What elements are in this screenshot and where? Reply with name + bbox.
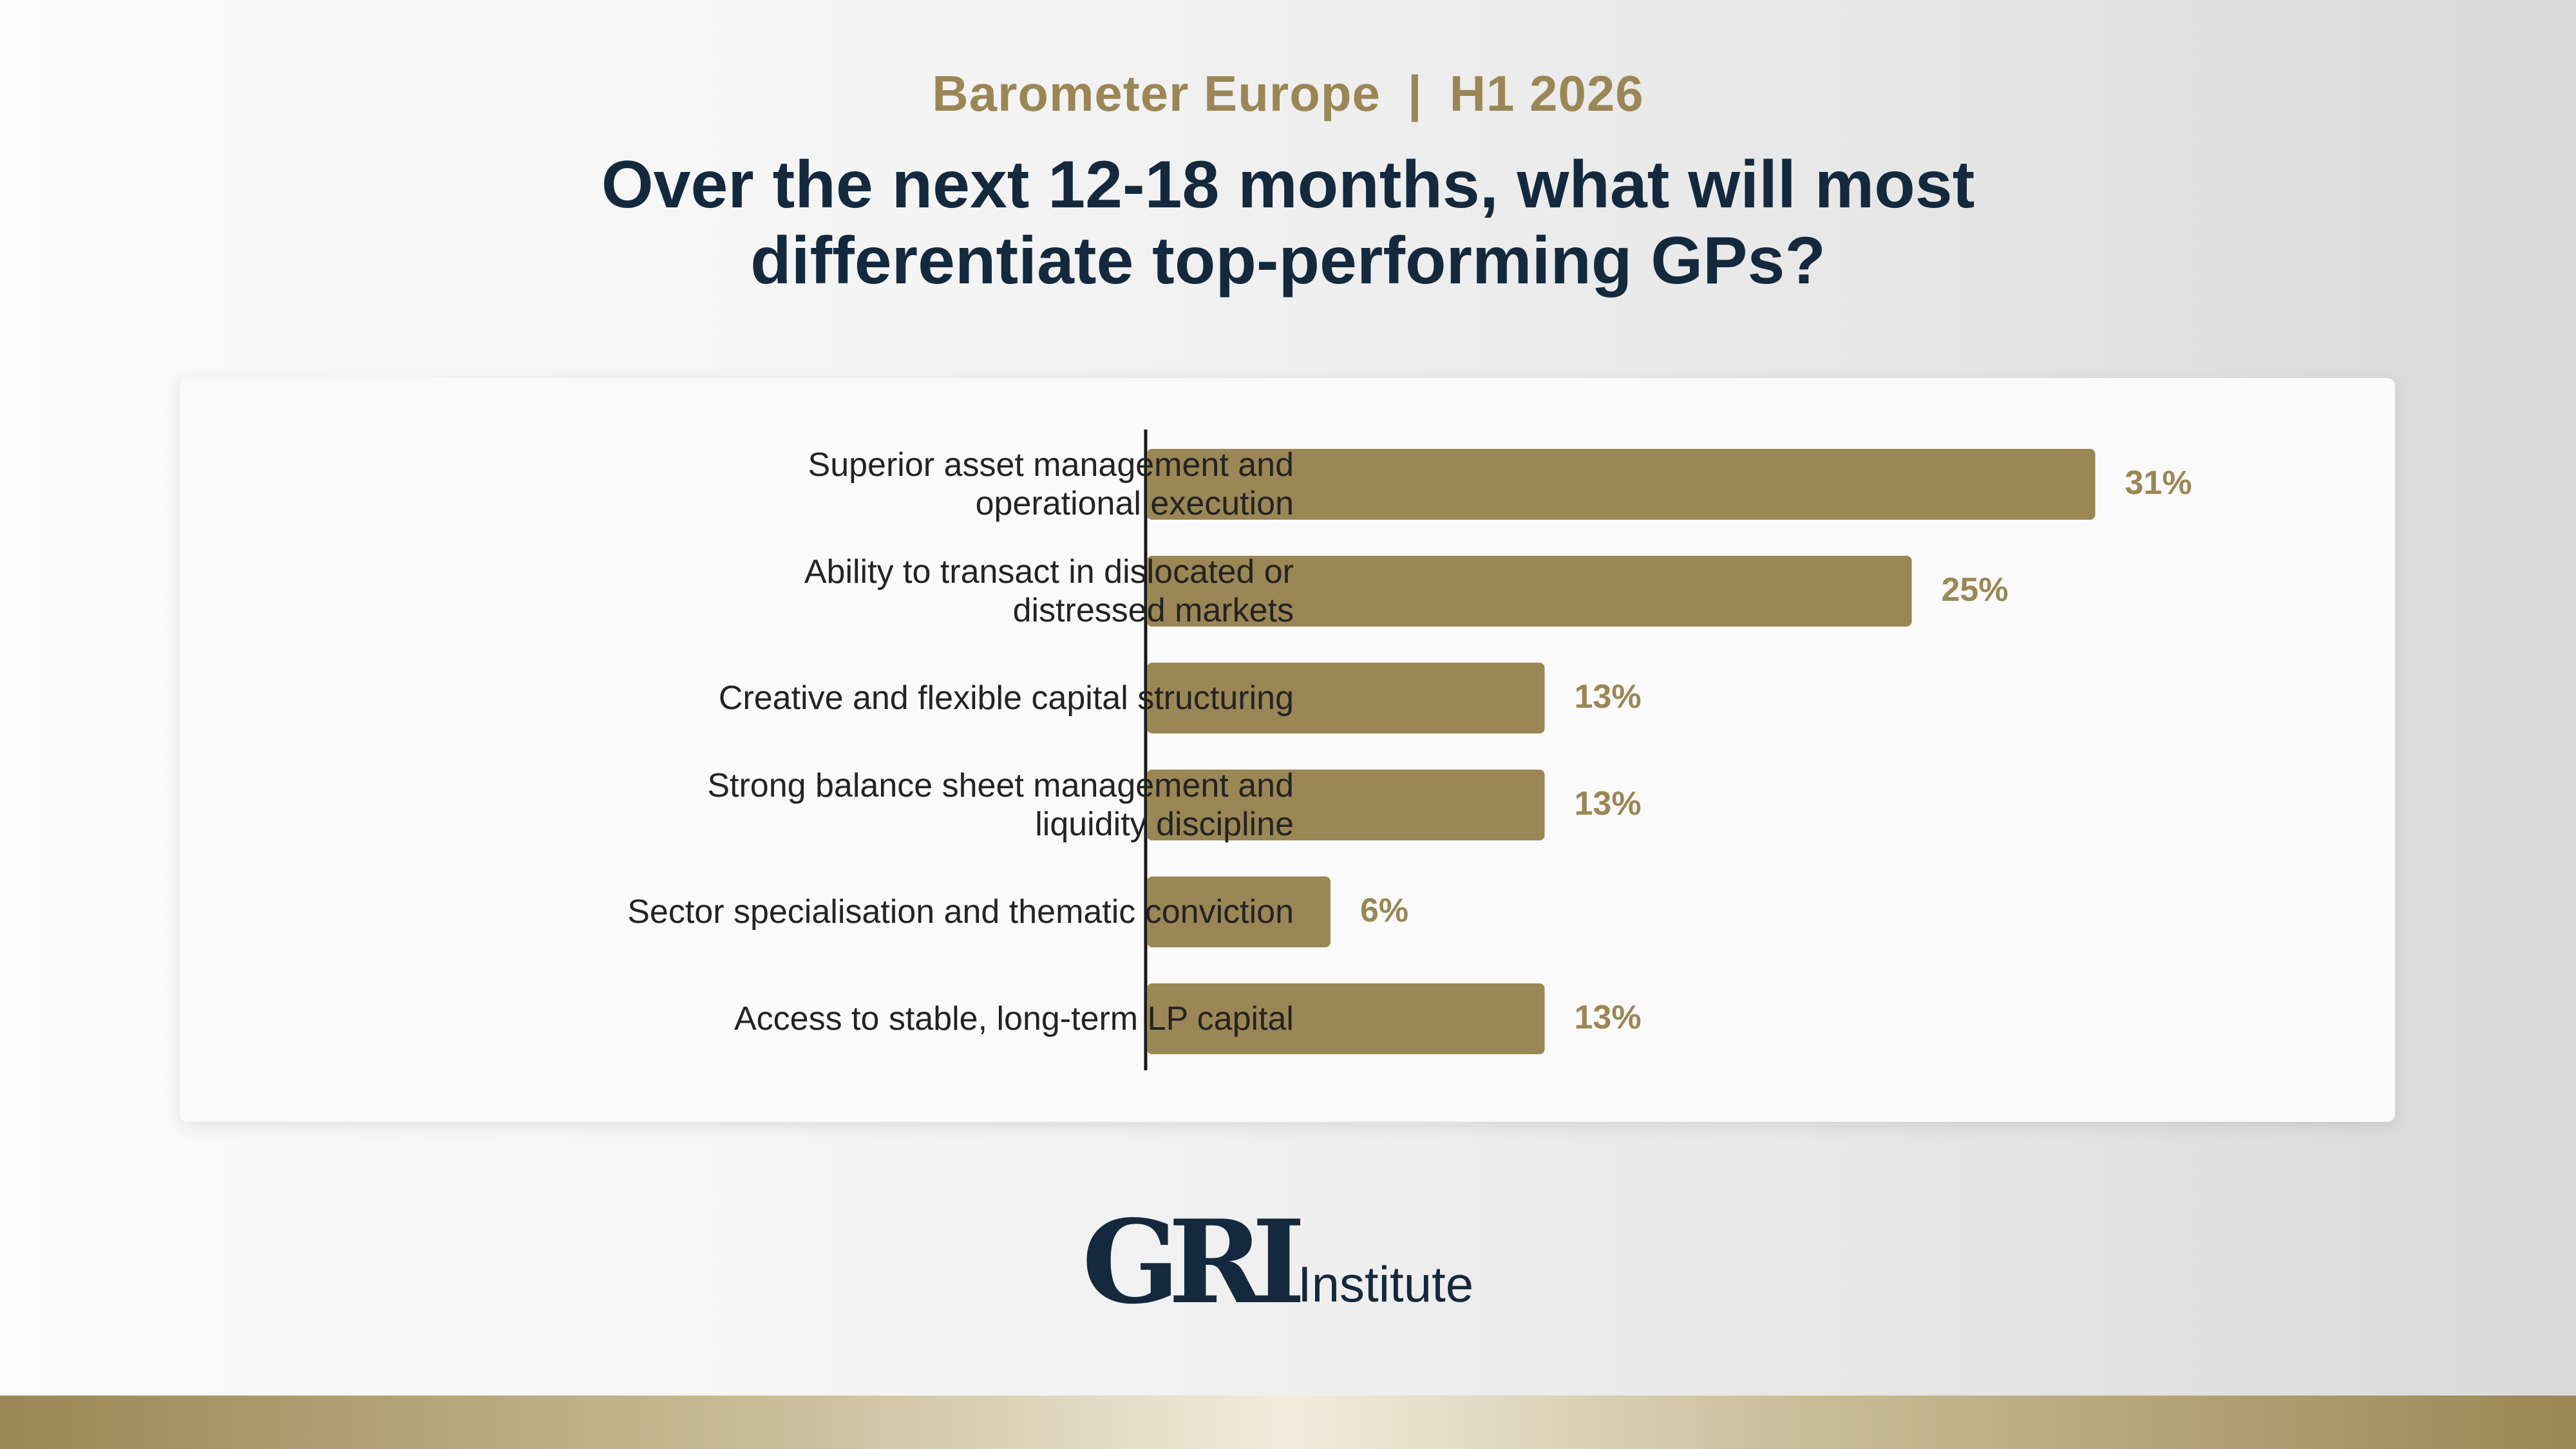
chart-title-line-1: Over the next 12-18 months, what will mo… bbox=[601, 147, 1975, 222]
category-label-2-line-1: Ability to transact in dislocated or bbox=[804, 553, 1294, 591]
category-label-4: Strong balance sheet management and liqui… bbox=[457, 766, 1294, 844]
bar-5 bbox=[1147, 876, 1331, 947]
bar-chart bbox=[1144, 430, 2096, 1070]
report-period: H1 2026 bbox=[1449, 65, 1644, 122]
report-kicker: Barometer Europe | H1 2026 bbox=[0, 64, 2576, 123]
footer-gold-band bbox=[0, 1396, 2576, 1449]
category-label-4-line-2: liquidity discipline bbox=[1035, 806, 1294, 843]
value-label-1: 31% bbox=[2125, 464, 2192, 502]
chart-card: 31% Superior asset management and operatio… bbox=[180, 378, 2395, 1122]
gri-institute-logo: GRI Institute bbox=[1082, 1195, 1494, 1329]
bar-4 bbox=[1147, 770, 1545, 840]
value-label-3: 13% bbox=[1574, 678, 1642, 715]
chart-title: Over the next 12-18 months, what will mo… bbox=[0, 147, 2576, 299]
report-series: Barometer Europe bbox=[932, 65, 1381, 122]
gri-logo-mark: GRI bbox=[1082, 1195, 1305, 1329]
value-label-5: 6% bbox=[1360, 892, 1409, 929]
category-label-3: Creative and flexible capital structurin… bbox=[457, 679, 1294, 717]
category-label-1: Superior asset management and operational… bbox=[457, 446, 1294, 523]
category-label-2: Ability to transact in dislocated or dist… bbox=[457, 553, 1294, 630]
value-label-6: 13% bbox=[1574, 999, 1642, 1036]
bar-6 bbox=[1147, 983, 1545, 1054]
category-label-5-line-1: Sector specialisation and thematic convi… bbox=[627, 893, 1294, 931]
category-label-3-line-1: Creative and flexible capital structurin… bbox=[718, 679, 1294, 717]
kicker-separator: | bbox=[1407, 65, 1423, 122]
bar-3 bbox=[1147, 663, 1545, 734]
value-label-2: 25% bbox=[1941, 571, 2009, 609]
category-label-1-line-1: Superior asset management and bbox=[808, 446, 1294, 484]
bar-2 bbox=[1147, 556, 1912, 627]
category-label-4-line-1: Strong balance sheet management and bbox=[707, 767, 1294, 804]
gri-logo-word: Institute bbox=[1298, 1256, 1474, 1312]
category-label-5: Sector specialisation and thematic convi… bbox=[457, 893, 1294, 931]
chart-title-line-2: differentiate top-performing GPs? bbox=[750, 223, 1826, 298]
category-label-6: Access to stable, long-term LP capital bbox=[457, 999, 1294, 1038]
category-label-2-line-2: distressed markets bbox=[1012, 592, 1294, 629]
value-label-4: 13% bbox=[1574, 785, 1642, 822]
category-label-1-line-2: operational execution bbox=[975, 485, 1294, 522]
bar-1 bbox=[1147, 449, 2096, 520]
category-label-6-line-1: Access to stable, long-term LP capital bbox=[734, 1000, 1294, 1037]
